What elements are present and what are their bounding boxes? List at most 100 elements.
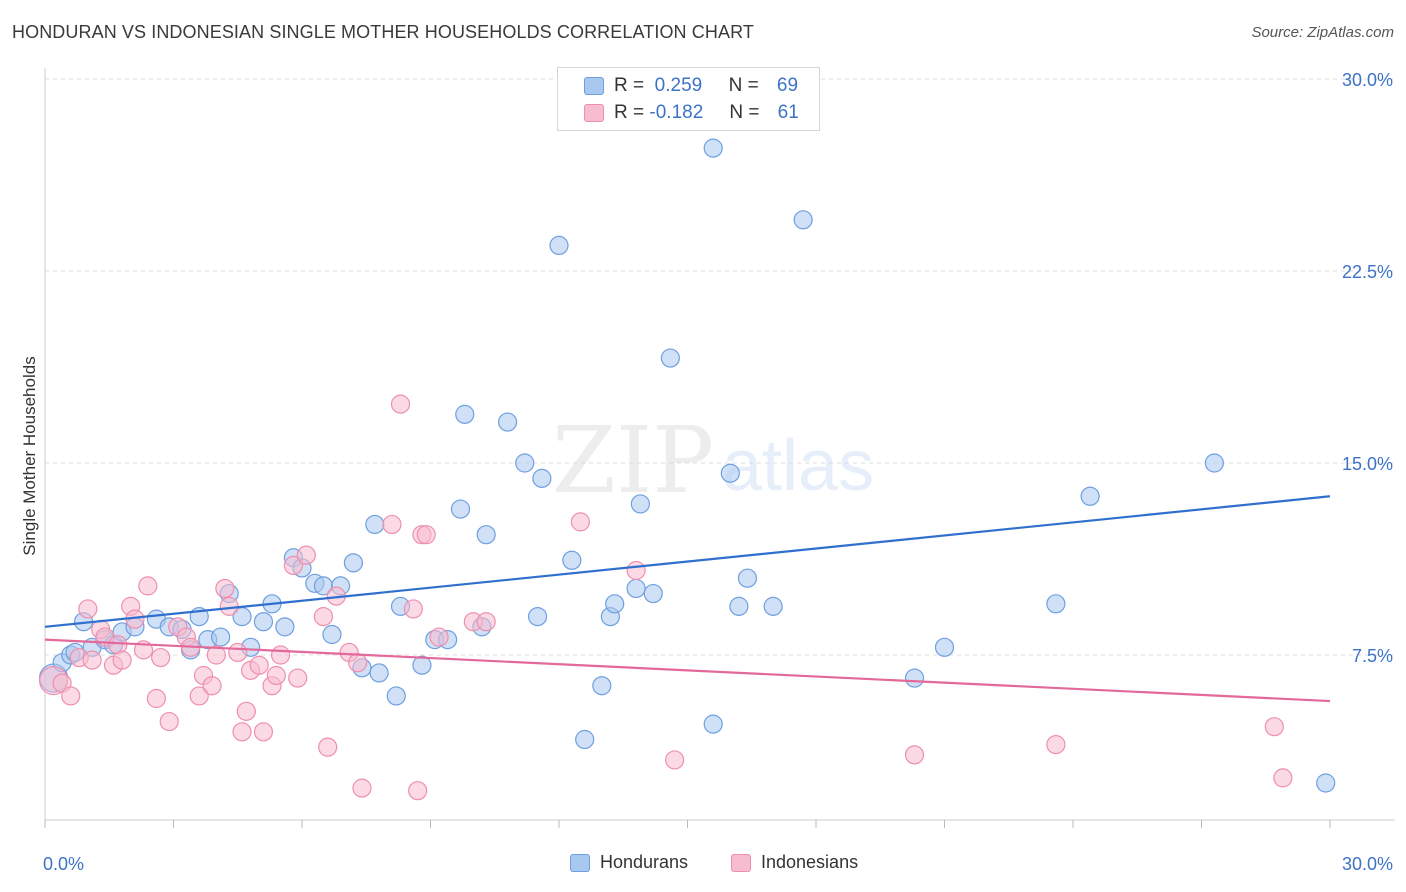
r-value: -0.182 xyxy=(649,102,704,123)
gridlines xyxy=(45,78,1395,656)
indonesian-point xyxy=(403,599,423,619)
indonesian-point xyxy=(266,665,286,686)
honduran-point xyxy=(763,596,783,616)
honduran-point xyxy=(703,138,723,158)
honduran-point xyxy=(450,499,471,519)
n-label: N = xyxy=(728,75,759,96)
honduran-point xyxy=(515,453,535,473)
r-value: 0.259 xyxy=(654,75,703,96)
honduran-swatch xyxy=(584,77,604,95)
chart-title: HONDURAN VS INDONESIAN SINGLE MOTHER HOU… xyxy=(12,22,754,42)
indonesian-point xyxy=(352,778,372,798)
honduran-point xyxy=(253,612,274,632)
honduran-point xyxy=(605,594,625,614)
x-tick-label: 0.0% xyxy=(43,854,84,874)
watermark-atlas: atlas xyxy=(722,426,874,506)
indonesian-point xyxy=(348,653,368,673)
y-tick-label: 15.0% xyxy=(1342,454,1393,474)
honduran-point xyxy=(455,404,475,424)
honduran-point xyxy=(275,617,295,637)
honduran-point xyxy=(549,235,569,255)
y-tick-label: 7.5% xyxy=(1352,646,1393,666)
indonesian-swatch xyxy=(584,104,604,122)
legend-item-indonesians: Indonesians xyxy=(731,852,858,873)
honduran-point xyxy=(630,494,650,514)
stats-row-hondurans: R = 0.259 N = 69 xyxy=(584,74,798,98)
indonesian-point xyxy=(219,596,239,616)
indonesian-point xyxy=(61,686,81,706)
honduran-point xyxy=(1316,773,1336,793)
honduran-point xyxy=(498,412,518,432)
indonesian-point xyxy=(665,750,685,770)
n-value: 69 xyxy=(776,75,799,96)
indonesian-point xyxy=(189,686,209,706)
stats-legend: R = 0.259 N = 69 R = -0.182 N = 61 xyxy=(557,67,820,131)
n-value: 61 xyxy=(777,102,799,123)
indonesian-point xyxy=(232,722,252,742)
honduran-point xyxy=(365,514,385,535)
honduran-point xyxy=(386,686,406,706)
indonesian-point xyxy=(408,781,428,801)
indonesian-point xyxy=(416,525,436,545)
indonesian-point xyxy=(146,688,166,709)
n-label: N = xyxy=(729,102,760,123)
r-label: R = xyxy=(614,75,645,96)
y-tick-label: 22.5% xyxy=(1342,262,1393,282)
indonesian-point xyxy=(283,555,304,576)
indonesian-point xyxy=(296,545,316,565)
indonesian-point xyxy=(78,599,98,619)
honduran-point xyxy=(626,578,646,599)
indonesian-point xyxy=(570,512,591,532)
indonesian-point xyxy=(382,514,402,535)
honduran-point xyxy=(562,550,582,570)
source-credit: Source: ZipAtlas.com xyxy=(1251,24,1394,41)
indonesian-point xyxy=(236,701,256,721)
axes xyxy=(44,68,1395,828)
indonesian-point xyxy=(215,578,235,599)
honduran-point xyxy=(412,655,432,675)
indonesian-point xyxy=(151,647,171,668)
honduran-point xyxy=(322,624,342,645)
indonesian-point xyxy=(1264,717,1284,737)
honduran-point xyxy=(643,583,663,604)
honduran-point xyxy=(703,714,723,734)
honduran-point xyxy=(720,463,740,483)
legend-label: Indonesians xyxy=(761,852,859,872)
tick-labels: 7.5% 15.0% 22.5% 30.0% 0.0% 30.0% xyxy=(43,70,1393,874)
x-tick-label: 30.0% xyxy=(1342,854,1393,874)
honduran-point xyxy=(660,348,680,368)
r-label: R = xyxy=(614,102,645,123)
honduran-point xyxy=(1080,486,1100,506)
y-axis-label: Single Mother Households xyxy=(20,356,39,555)
trend-lines xyxy=(44,495,1331,703)
y-tick-label: 30.0% xyxy=(1342,70,1393,90)
honduran-point xyxy=(1204,453,1224,473)
indonesian-point xyxy=(270,645,291,665)
indonesian-point xyxy=(228,642,248,663)
indonesian-point xyxy=(429,627,449,647)
indonesian-point xyxy=(626,560,646,581)
stats-row-indonesians: R = -0.182 N = 61 xyxy=(584,101,799,125)
honduran-point xyxy=(934,637,955,657)
honduran-point xyxy=(729,596,749,616)
indonesian-point xyxy=(476,612,496,632)
honduran-point xyxy=(904,668,925,688)
indonesian-point xyxy=(904,745,925,765)
honduran-point xyxy=(369,663,389,683)
watermark: ZIP atlas xyxy=(552,407,874,514)
honduran-point xyxy=(793,210,813,230)
legend-label: Hondurans xyxy=(600,852,689,872)
indonesian-point xyxy=(253,722,274,742)
indonesian-point xyxy=(249,655,269,675)
indonesian-point xyxy=(202,676,222,696)
indonesian-point xyxy=(159,711,179,732)
honduran-point xyxy=(476,525,496,545)
honduran-point xyxy=(527,606,548,627)
indonesian-point xyxy=(112,650,132,670)
honduran-trend-line xyxy=(44,495,1331,628)
indonesian-point xyxy=(206,645,226,665)
indonesian-point xyxy=(390,394,411,414)
honduran-point xyxy=(532,468,552,488)
indonesian-trend-line xyxy=(44,638,1331,703)
